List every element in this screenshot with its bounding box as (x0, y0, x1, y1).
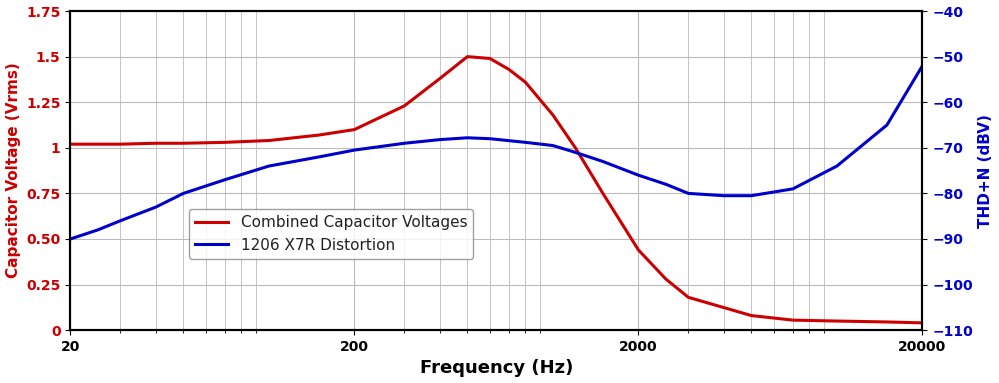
1206 X7R Distortion (462, 136, 474, 140)
Combined Capacitor Voltages (92, 142, 104, 146)
1206 X7R Distortion (597, 159, 609, 164)
1206 X7R Distortion (114, 218, 126, 223)
1206 X7R Distortion (546, 143, 558, 148)
Line: Combined Capacitor Voltages: Combined Capacitor Voltages (70, 57, 922, 323)
Combined Capacitor Voltages (787, 318, 799, 322)
1206 X7R Distortion (632, 173, 644, 177)
1206 X7R Distortion (881, 123, 893, 127)
Combined Capacitor Voltages (745, 313, 757, 318)
Combined Capacitor Voltages (546, 113, 558, 117)
Combined Capacitor Voltages (660, 277, 672, 282)
Legend: Combined Capacitor Voltages, 1206 X7R Distortion: Combined Capacitor Voltages, 1206 X7R Di… (189, 209, 474, 259)
1206 X7R Distortion (660, 182, 672, 187)
X-axis label: Frequency (Hz): Frequency (Hz) (420, 359, 573, 377)
1206 X7R Distortion (349, 148, 361, 152)
1206 X7R Distortion (64, 237, 76, 241)
Y-axis label: Capacitor Voltage (Vrms): Capacitor Voltage (Vrms) (6, 63, 21, 278)
1206 X7R Distortion (219, 177, 231, 182)
Line: 1206 X7R Distortion: 1206 X7R Distortion (70, 66, 922, 239)
Combined Capacitor Voltages (462, 54, 474, 59)
1206 X7R Distortion (718, 193, 730, 198)
Combined Capacitor Voltages (114, 142, 126, 146)
Combined Capacitor Voltages (263, 138, 275, 143)
1206 X7R Distortion (745, 193, 757, 198)
1206 X7R Distortion (92, 228, 104, 232)
Combined Capacitor Voltages (632, 248, 644, 252)
1206 X7R Distortion (569, 150, 581, 155)
1206 X7R Distortion (150, 205, 162, 210)
1206 X7R Distortion (263, 164, 275, 169)
1206 X7R Distortion (178, 191, 190, 196)
1206 X7R Distortion (519, 140, 531, 145)
Combined Capacitor Voltages (682, 295, 694, 300)
Combined Capacitor Voltages (569, 146, 581, 150)
1206 X7R Distortion (831, 164, 843, 169)
Combined Capacitor Voltages (178, 141, 190, 146)
Combined Capacitor Voltages (881, 320, 893, 324)
Combined Capacitor Voltages (597, 191, 609, 196)
Combined Capacitor Voltages (484, 56, 496, 61)
Combined Capacitor Voltages (916, 321, 928, 325)
Y-axis label: THD+N (dBV): THD+N (dBV) (978, 114, 993, 228)
Combined Capacitor Voltages (434, 76, 446, 81)
1206 X7R Distortion (313, 155, 325, 159)
Combined Capacitor Voltages (313, 133, 325, 137)
1206 X7R Distortion (434, 137, 446, 142)
1206 X7R Distortion (399, 141, 411, 146)
Combined Capacitor Voltages (349, 127, 361, 132)
Combined Capacitor Voltages (64, 142, 76, 146)
Combined Capacitor Voltages (219, 140, 231, 145)
1206 X7R Distortion (682, 191, 694, 196)
1206 X7R Distortion (787, 187, 799, 191)
1206 X7R Distortion (484, 136, 496, 141)
Combined Capacitor Voltages (502, 67, 514, 72)
1206 X7R Distortion (916, 64, 928, 68)
Combined Capacitor Voltages (150, 141, 162, 146)
Combined Capacitor Voltages (519, 80, 531, 85)
Combined Capacitor Voltages (399, 103, 411, 108)
Combined Capacitor Voltages (831, 319, 843, 323)
